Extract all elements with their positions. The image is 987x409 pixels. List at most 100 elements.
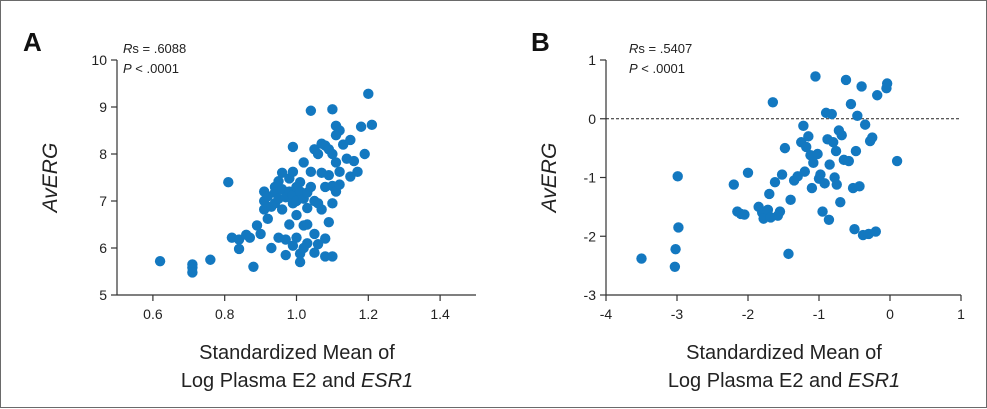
x-axis-label-line2: Log Plasma E2 and ESR1 <box>668 370 900 392</box>
data-point <box>233 243 245 255</box>
data-points <box>154 88 378 278</box>
x-axis-label-line2: Log Plasma E2 and ESR1 <box>181 370 413 392</box>
data-point <box>255 228 266 240</box>
data-point <box>291 232 302 243</box>
data-point <box>850 145 862 157</box>
x-tick-label: -2 <box>742 306 755 322</box>
data-point <box>244 232 256 243</box>
data-point <box>742 167 754 178</box>
stat-rs: Rs = .5407 <box>629 41 692 56</box>
data-point <box>870 226 881 237</box>
data-point <box>806 182 818 194</box>
data-point <box>223 177 234 188</box>
data-point <box>891 155 903 167</box>
stat-rs: Rs = .6088 <box>123 41 186 56</box>
data-point <box>845 98 857 110</box>
data-point <box>334 179 345 190</box>
y-tick-label: -2 <box>584 228 597 244</box>
x-tick-label: 0 <box>886 306 894 322</box>
data-point <box>320 251 331 262</box>
data-point <box>154 255 166 267</box>
data-point <box>273 176 284 187</box>
data-point <box>355 121 367 132</box>
x-tick-label: 1 <box>957 306 965 322</box>
data-point <box>287 141 299 153</box>
y-tick-label: 7 <box>99 193 107 209</box>
data-point <box>320 233 331 244</box>
data-point <box>327 148 338 160</box>
data-point <box>819 178 830 189</box>
panel-a: A 5 6 7 8 9 10 0.6 0.8 1.0 1.2 1.4 Rs = .6088 P < .00… <box>23 27 476 392</box>
data-point <box>305 181 317 193</box>
data-point <box>287 240 299 251</box>
x-tick-label: 1.4 <box>430 306 450 322</box>
y-axis-label: AvERG <box>538 143 561 215</box>
data-point <box>294 177 306 188</box>
stat-p: P < .0001 <box>123 61 179 76</box>
data-point <box>298 157 309 168</box>
y-tick-label: -3 <box>584 287 597 303</box>
data-point <box>843 155 855 167</box>
data-point <box>302 219 313 230</box>
data-point <box>798 120 809 131</box>
y-tick-label: 5 <box>99 287 107 303</box>
data-point <box>287 166 299 178</box>
x-tick-label: -4 <box>600 306 613 322</box>
y-axis-label: AvERG <box>39 143 62 215</box>
data-point <box>854 181 865 192</box>
data-point <box>305 166 317 178</box>
y-tick-label: 6 <box>99 240 107 256</box>
data-point <box>831 179 842 190</box>
data-point <box>783 248 794 260</box>
data-point <box>266 242 277 254</box>
data-point <box>859 119 871 130</box>
data-point <box>248 261 259 272</box>
data-point <box>812 148 823 160</box>
panel-letter: A <box>23 27 42 57</box>
data-point <box>280 249 291 261</box>
x-tick-label: 1.0 <box>287 306 307 322</box>
y-tick-label: 1 <box>588 52 596 68</box>
data-point <box>769 177 781 188</box>
data-point <box>363 88 374 100</box>
x-axis-label-line1: Standardized Mean of <box>199 342 395 364</box>
data-point <box>852 110 863 122</box>
data-point <box>352 166 363 178</box>
x-tick-label: -3 <box>671 306 684 322</box>
data-point <box>327 104 338 115</box>
data-point <box>764 188 775 200</box>
data-point <box>276 204 288 215</box>
data-point <box>826 108 837 120</box>
data-point <box>785 194 796 206</box>
data-point <box>808 157 819 169</box>
data-point <box>810 71 821 82</box>
data-point <box>302 238 313 249</box>
data-point <box>835 196 846 208</box>
data-point <box>803 131 814 142</box>
data-point <box>669 261 681 272</box>
data-point <box>828 137 839 148</box>
data-point <box>767 97 779 108</box>
data-point <box>774 206 786 217</box>
y-tick-label: 10 <box>91 52 107 68</box>
data-point <box>251 220 263 231</box>
data-point <box>187 267 198 278</box>
data-point <box>815 169 826 180</box>
data-point <box>881 78 893 89</box>
data-point <box>262 213 273 225</box>
data-point <box>312 148 324 160</box>
data-point <box>830 145 842 157</box>
data-point <box>205 254 216 265</box>
data-point <box>673 222 684 233</box>
data-point <box>330 157 342 168</box>
data-point <box>345 134 356 146</box>
panel-letter: B <box>531 27 550 57</box>
data-point <box>348 155 360 167</box>
data-point <box>327 198 338 209</box>
data-point <box>359 148 370 160</box>
data-point <box>824 159 835 170</box>
data-point <box>334 125 345 136</box>
